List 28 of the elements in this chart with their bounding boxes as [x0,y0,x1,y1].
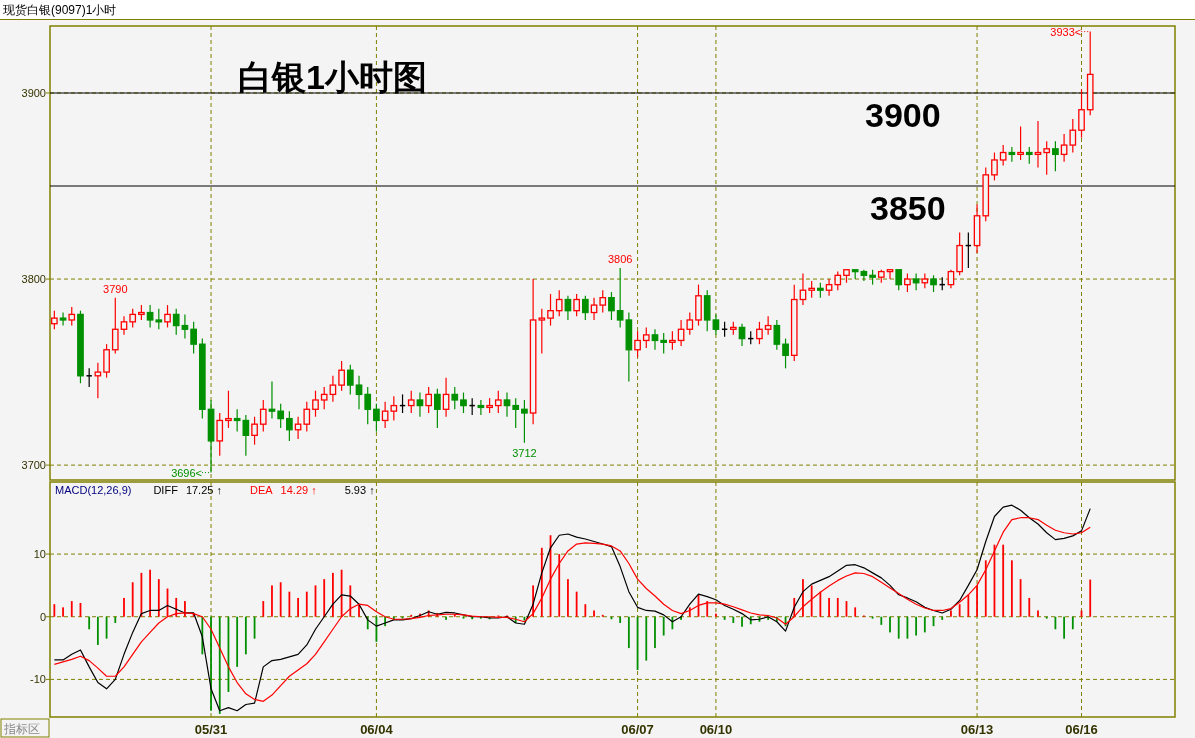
x-tick-label: 06/10 [699,722,733,737]
text: DIFF [153,484,179,496]
annotation: 3696< [171,466,203,479]
x-tick-label: 06/16 [1065,722,1098,737]
y-tick-label: -10 [30,673,46,686]
annotation: 5.93 ↑ [344,484,375,496]
annotation: 14.29 ↑ [280,484,317,496]
ref-line-label: 3900 [865,95,941,134]
y-tick-label: 3900 [21,86,46,99]
ref-line-label: 3850 [870,189,946,228]
annotation: 3806 [607,252,633,265]
text: 指标区 [3,722,40,736]
chart-subtitle: 现货白银(9097)1小时 [3,3,117,17]
y-tick-label: 10 [33,548,46,561]
y-tick-label: 3800 [21,273,46,286]
x-tick-label: 06/04 [360,722,394,737]
x-tick-label: 05/31 [194,722,228,737]
annotation: 3712 [512,446,537,459]
text: 白银1小时图 [238,58,427,96]
annotation: MACD(12,26,9) [55,484,132,496]
annotation: 3933< [1050,25,1082,38]
text: DEA [249,484,274,496]
y-tick-label: 0 [39,610,46,623]
annotation: 3790 [103,282,128,295]
x-tick-label: 06/07 [621,722,654,737]
y-tick-label: 3700 [21,459,46,472]
annotation: 17.25 ↑ [185,484,222,496]
x-tick-label: 06/13 [960,722,994,737]
